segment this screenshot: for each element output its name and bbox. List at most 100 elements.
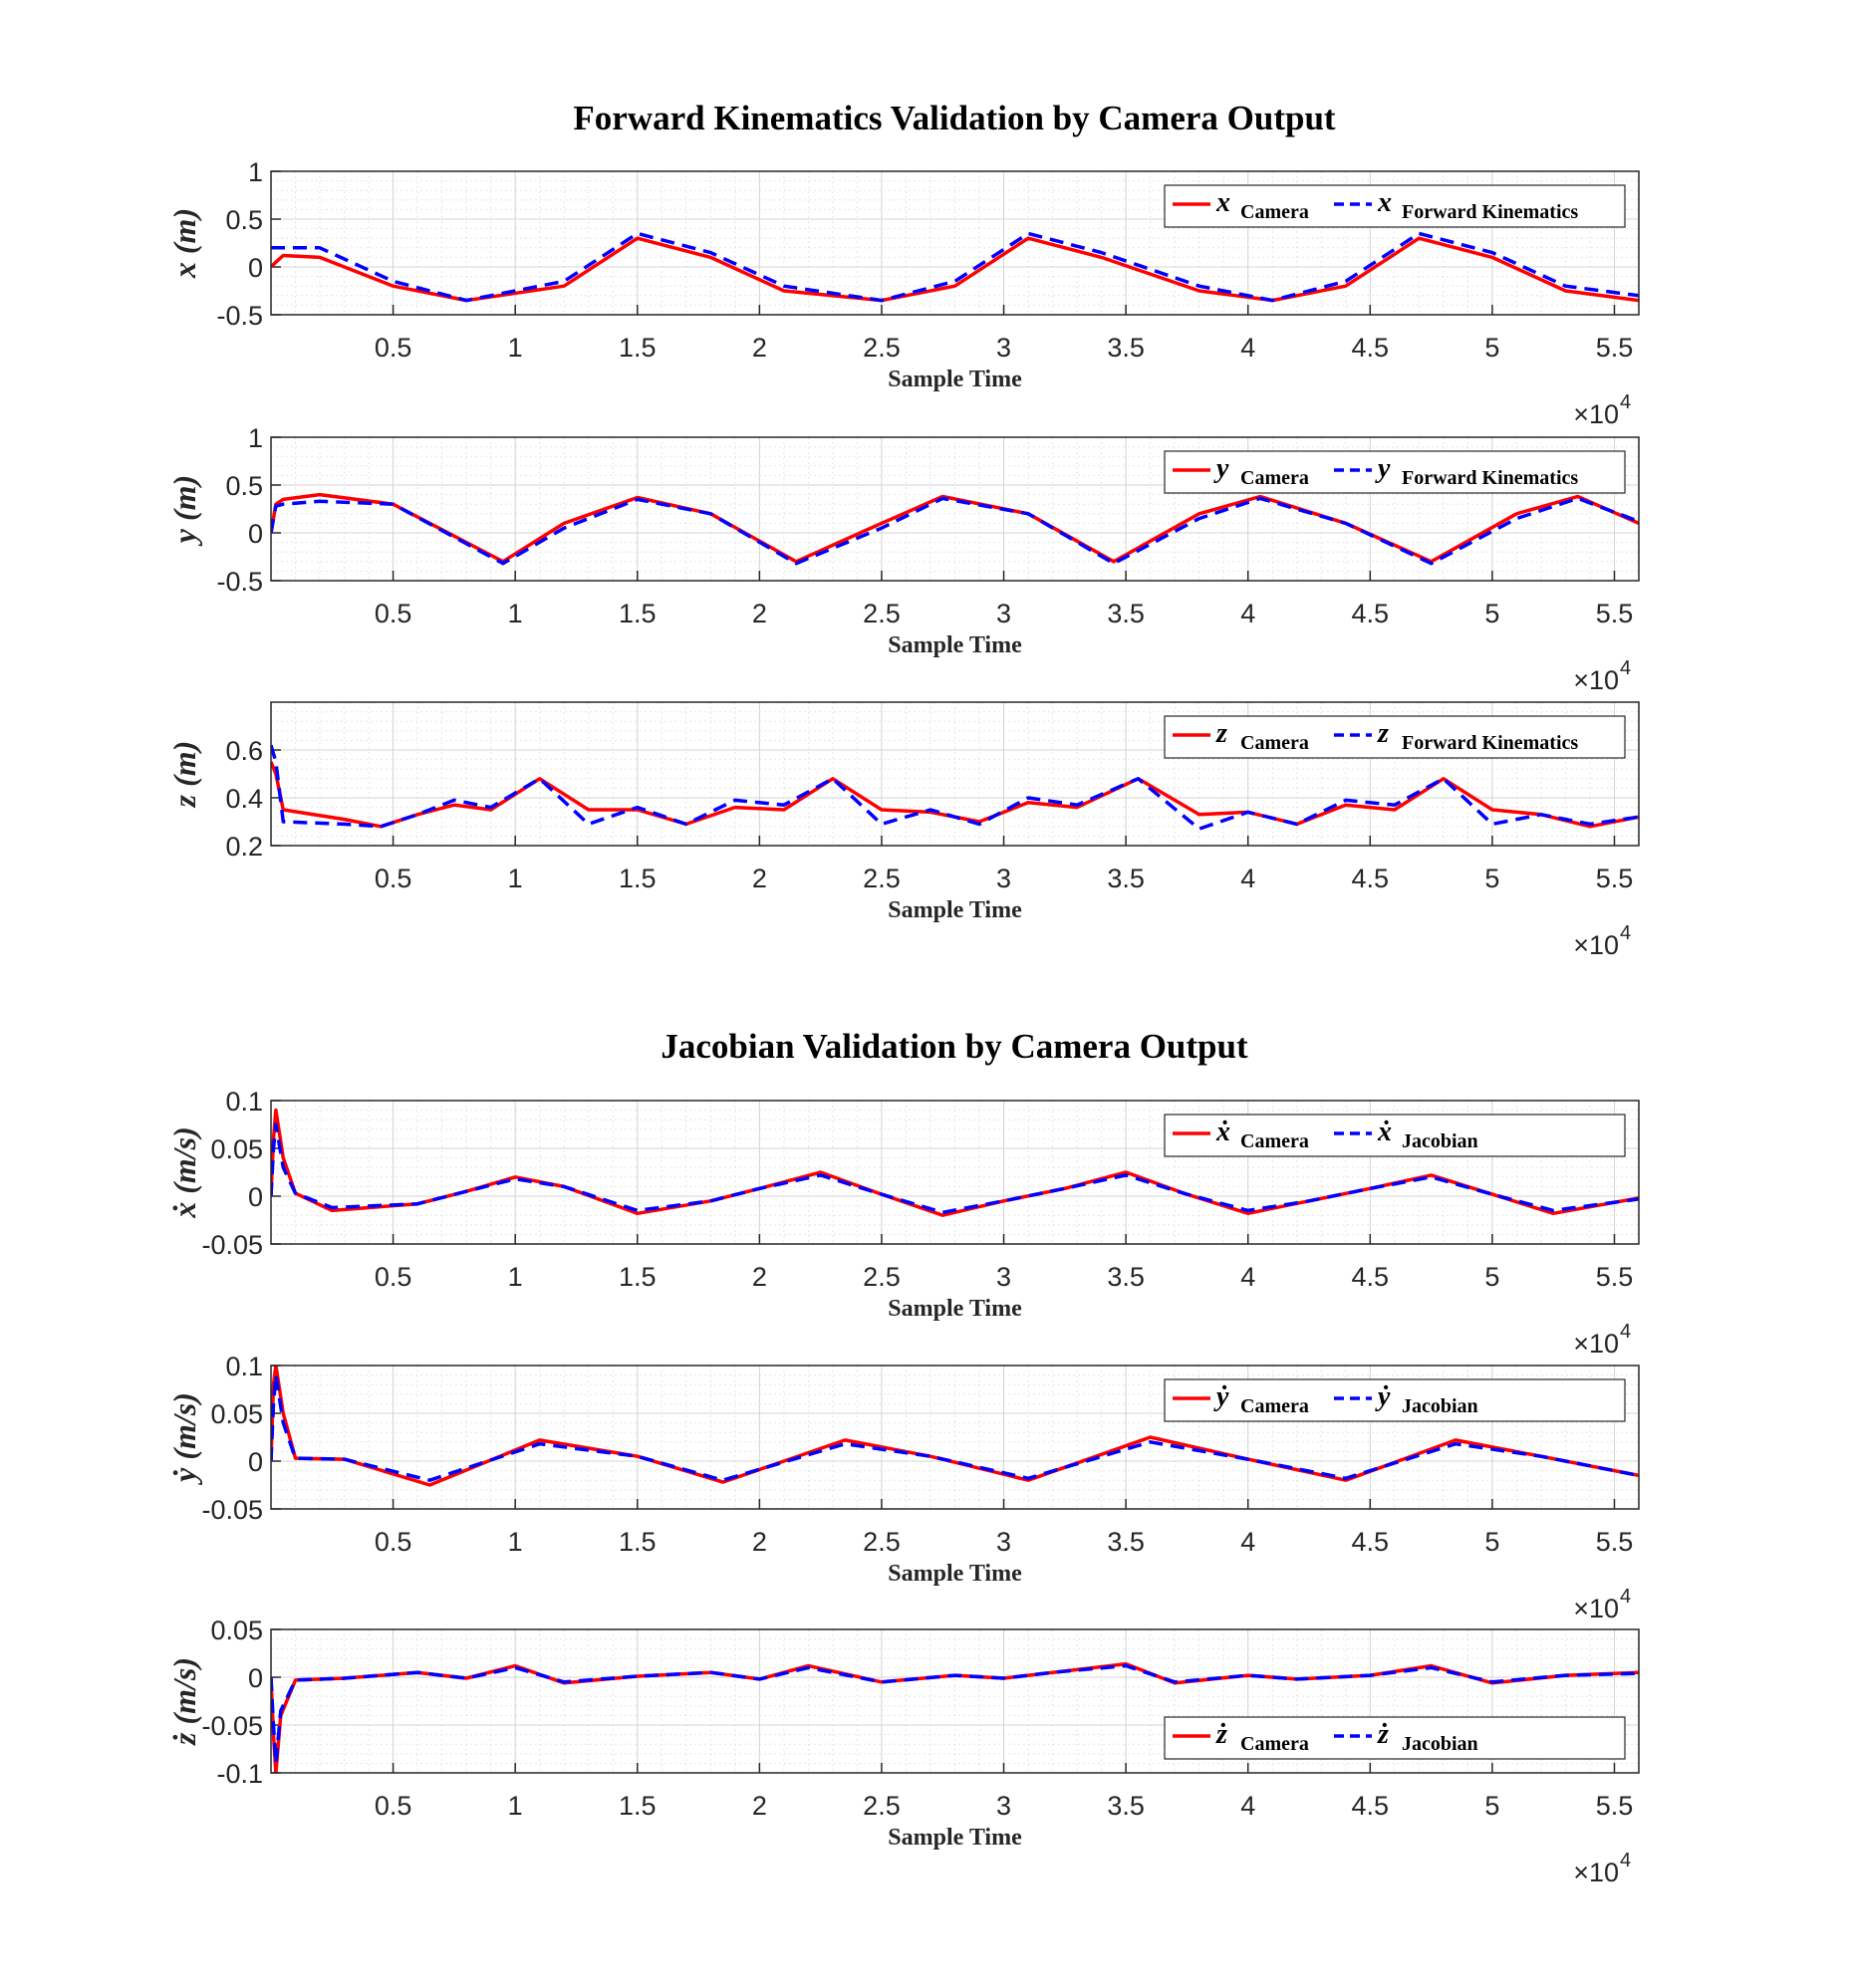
chart-panel-3: 0.5 1 1.5 2 2.5 3 3.5 4 4.5 5 5.5 0.2 0.4 0.6 Sample T… xyxy=(166,701,1640,960)
legend-entry: Camera xyxy=(1240,1130,1309,1152)
series-line-model xyxy=(271,231,1639,303)
x-tick-label: 4.5 xyxy=(1352,599,1390,628)
x-multiplier-exponent: 4 xyxy=(1620,1850,1631,1871)
x-tick-label: 4.5 xyxy=(1352,333,1390,363)
x-tick-label: 3 xyxy=(996,864,1011,893)
axes-box xyxy=(270,170,1640,316)
x-multiplier: ×10 xyxy=(1573,1594,1619,1623)
y-tick-label: 0.05 xyxy=(210,1399,263,1429)
x-tick-label: 5.5 xyxy=(1596,1527,1634,1557)
x-tick-label: 1.5 xyxy=(619,599,657,628)
x-tick-label: 2 xyxy=(752,599,767,628)
series-line-model xyxy=(271,496,1639,566)
x-tick-label: 5 xyxy=(1484,1262,1499,1292)
x-multiplier-exponent: 4 xyxy=(1620,391,1631,413)
legend-symbol: ẋ xyxy=(1215,1117,1230,1147)
legend-symbol: z xyxy=(1377,718,1389,749)
x-tick-label: 3.5 xyxy=(1107,599,1145,628)
x-tick-label: 0.5 xyxy=(375,864,412,893)
x-tick-label: 4 xyxy=(1240,333,1255,363)
x-multiplier-exponent: 4 xyxy=(1620,1321,1631,1343)
chart-panel-2: 0.5 1 1.5 2 2.5 3 3.5 4 4.5 5 5.5 -0.5 0 0.5 1 Sample T… xyxy=(166,423,1640,695)
y-tick-label: 0.6 xyxy=(225,736,263,766)
x-tick-label: 1.5 xyxy=(619,333,657,363)
x-tick-label: 1 xyxy=(508,1527,523,1557)
x-tick-label: 3 xyxy=(996,599,1011,628)
x-tick-label: 2.5 xyxy=(863,599,901,628)
x-tick-label: 2.5 xyxy=(863,1262,901,1292)
y-tick-label: 0.5 xyxy=(225,471,263,501)
x-tick-label: 2 xyxy=(752,1527,767,1557)
y-tick-label: -0.1 xyxy=(216,1759,263,1789)
x-tick-label: 3.5 xyxy=(1107,864,1145,893)
x-multiplier-exponent: 4 xyxy=(1620,657,1631,679)
x-tick-label: 1 xyxy=(508,1262,523,1292)
y-tick-label: 0.2 xyxy=(225,832,263,862)
x-tick-label: 1 xyxy=(508,333,523,363)
legend-entry: Forward Kinematics xyxy=(1402,201,1578,223)
x-tick-label: 5 xyxy=(1484,1791,1499,1821)
axes-box xyxy=(270,1100,1640,1245)
legend: z Camera z Forward Kinematics xyxy=(1164,715,1626,759)
x-tick-label: 5.5 xyxy=(1596,1791,1634,1821)
x-tick-label: 5 xyxy=(1484,864,1499,893)
x-multiplier-exponent: 4 xyxy=(1620,922,1631,944)
x-tick-label: 1 xyxy=(508,864,523,893)
x-tick-label: 3.5 xyxy=(1107,1791,1145,1821)
y-axis-label: y (m) xyxy=(166,475,202,547)
legend-symbol: z xyxy=(1215,718,1227,749)
series-line-model xyxy=(271,1663,1639,1766)
legend-symbol: ż xyxy=(1377,1719,1389,1750)
x-tick-label: 5.5 xyxy=(1596,1262,1634,1292)
legend-symbol: ż xyxy=(1215,1719,1227,1750)
x-tick-label: 2.5 xyxy=(863,333,901,363)
x-multiplier: ×10 xyxy=(1573,399,1619,429)
x-axis-label: Sample Time xyxy=(888,1825,1022,1851)
y-tick-label: 0.05 xyxy=(210,1134,263,1164)
x-tick-label: 2 xyxy=(752,1791,767,1821)
y-tick-label: 0.1 xyxy=(225,1352,263,1381)
x-multiplier: ×10 xyxy=(1573,930,1619,960)
x-tick-label: 4.5 xyxy=(1352,1262,1390,1292)
x-tick-label: 1.5 xyxy=(619,864,657,893)
x-tick-label: 1 xyxy=(508,1791,523,1821)
x-tick-label: 3.5 xyxy=(1107,1527,1145,1557)
legend-entry: Camera xyxy=(1240,1395,1309,1417)
series-line-camera xyxy=(271,1366,1639,1487)
x-tick-label: 0.5 xyxy=(375,333,412,363)
chart-panel-5: 0.5 1 1.5 2 2.5 3 3.5 4 4.5 5 5.5 -0.05 0 0.05 0.1 Samp… xyxy=(166,1352,1640,1623)
y-axis-label: ẏ (m/s) xyxy=(166,1392,202,1486)
x-tick-label: 3 xyxy=(996,1791,1011,1821)
x-axis-label: Sample Time xyxy=(888,367,1022,392)
series-line-model xyxy=(271,744,1639,831)
minor-grid xyxy=(271,1101,1640,1244)
y-tick-label: -0.05 xyxy=(201,1230,263,1260)
x-axis-label: Sample Time xyxy=(888,1561,1022,1587)
legend-entry: Camera xyxy=(1240,732,1309,754)
x-tick-label: 2 xyxy=(752,864,767,893)
y-tick-label: 0 xyxy=(248,1447,263,1477)
y-tick-label: 0.1 xyxy=(225,1087,263,1117)
x-tick-label: 0.5 xyxy=(375,1262,412,1292)
x-tick-label: 1.5 xyxy=(619,1791,657,1821)
legend: y Camera y Forward Kinematics xyxy=(1164,450,1626,494)
axes-box xyxy=(270,1365,1640,1510)
axes-box xyxy=(270,436,1640,582)
x-tick-label: 4 xyxy=(1240,1527,1255,1557)
y-tick-label: 0.4 xyxy=(225,784,263,814)
x-tick-label: 0.5 xyxy=(375,1791,412,1821)
y-axis-label: z (m) xyxy=(166,741,202,809)
legend: ż Camera ż Jacobian xyxy=(1164,1716,1626,1760)
x-tick-label: 4.5 xyxy=(1352,1527,1390,1557)
x-tick-label: 4.5 xyxy=(1352,1791,1390,1821)
legend-entry: Jacobian xyxy=(1402,1733,1478,1755)
legend-symbol: y xyxy=(1375,453,1391,484)
legend-symbol: x xyxy=(1215,187,1230,218)
legend-symbol: ẋ xyxy=(1377,1117,1392,1147)
chart-panel-6: 0.5 1 1.5 2 2.5 3 3.5 4 4.5 5 5.5 -0.1 -0.05 0 0.05 Sam… xyxy=(166,1615,1640,1887)
x-tick-label: 5.5 xyxy=(1596,333,1634,363)
legend-entry: Forward Kinematics xyxy=(1402,467,1578,489)
legend-entry: Forward Kinematics xyxy=(1402,732,1578,754)
x-axis-label: Sample Time xyxy=(888,1296,1022,1322)
x-tick-label: 5.5 xyxy=(1596,599,1634,628)
